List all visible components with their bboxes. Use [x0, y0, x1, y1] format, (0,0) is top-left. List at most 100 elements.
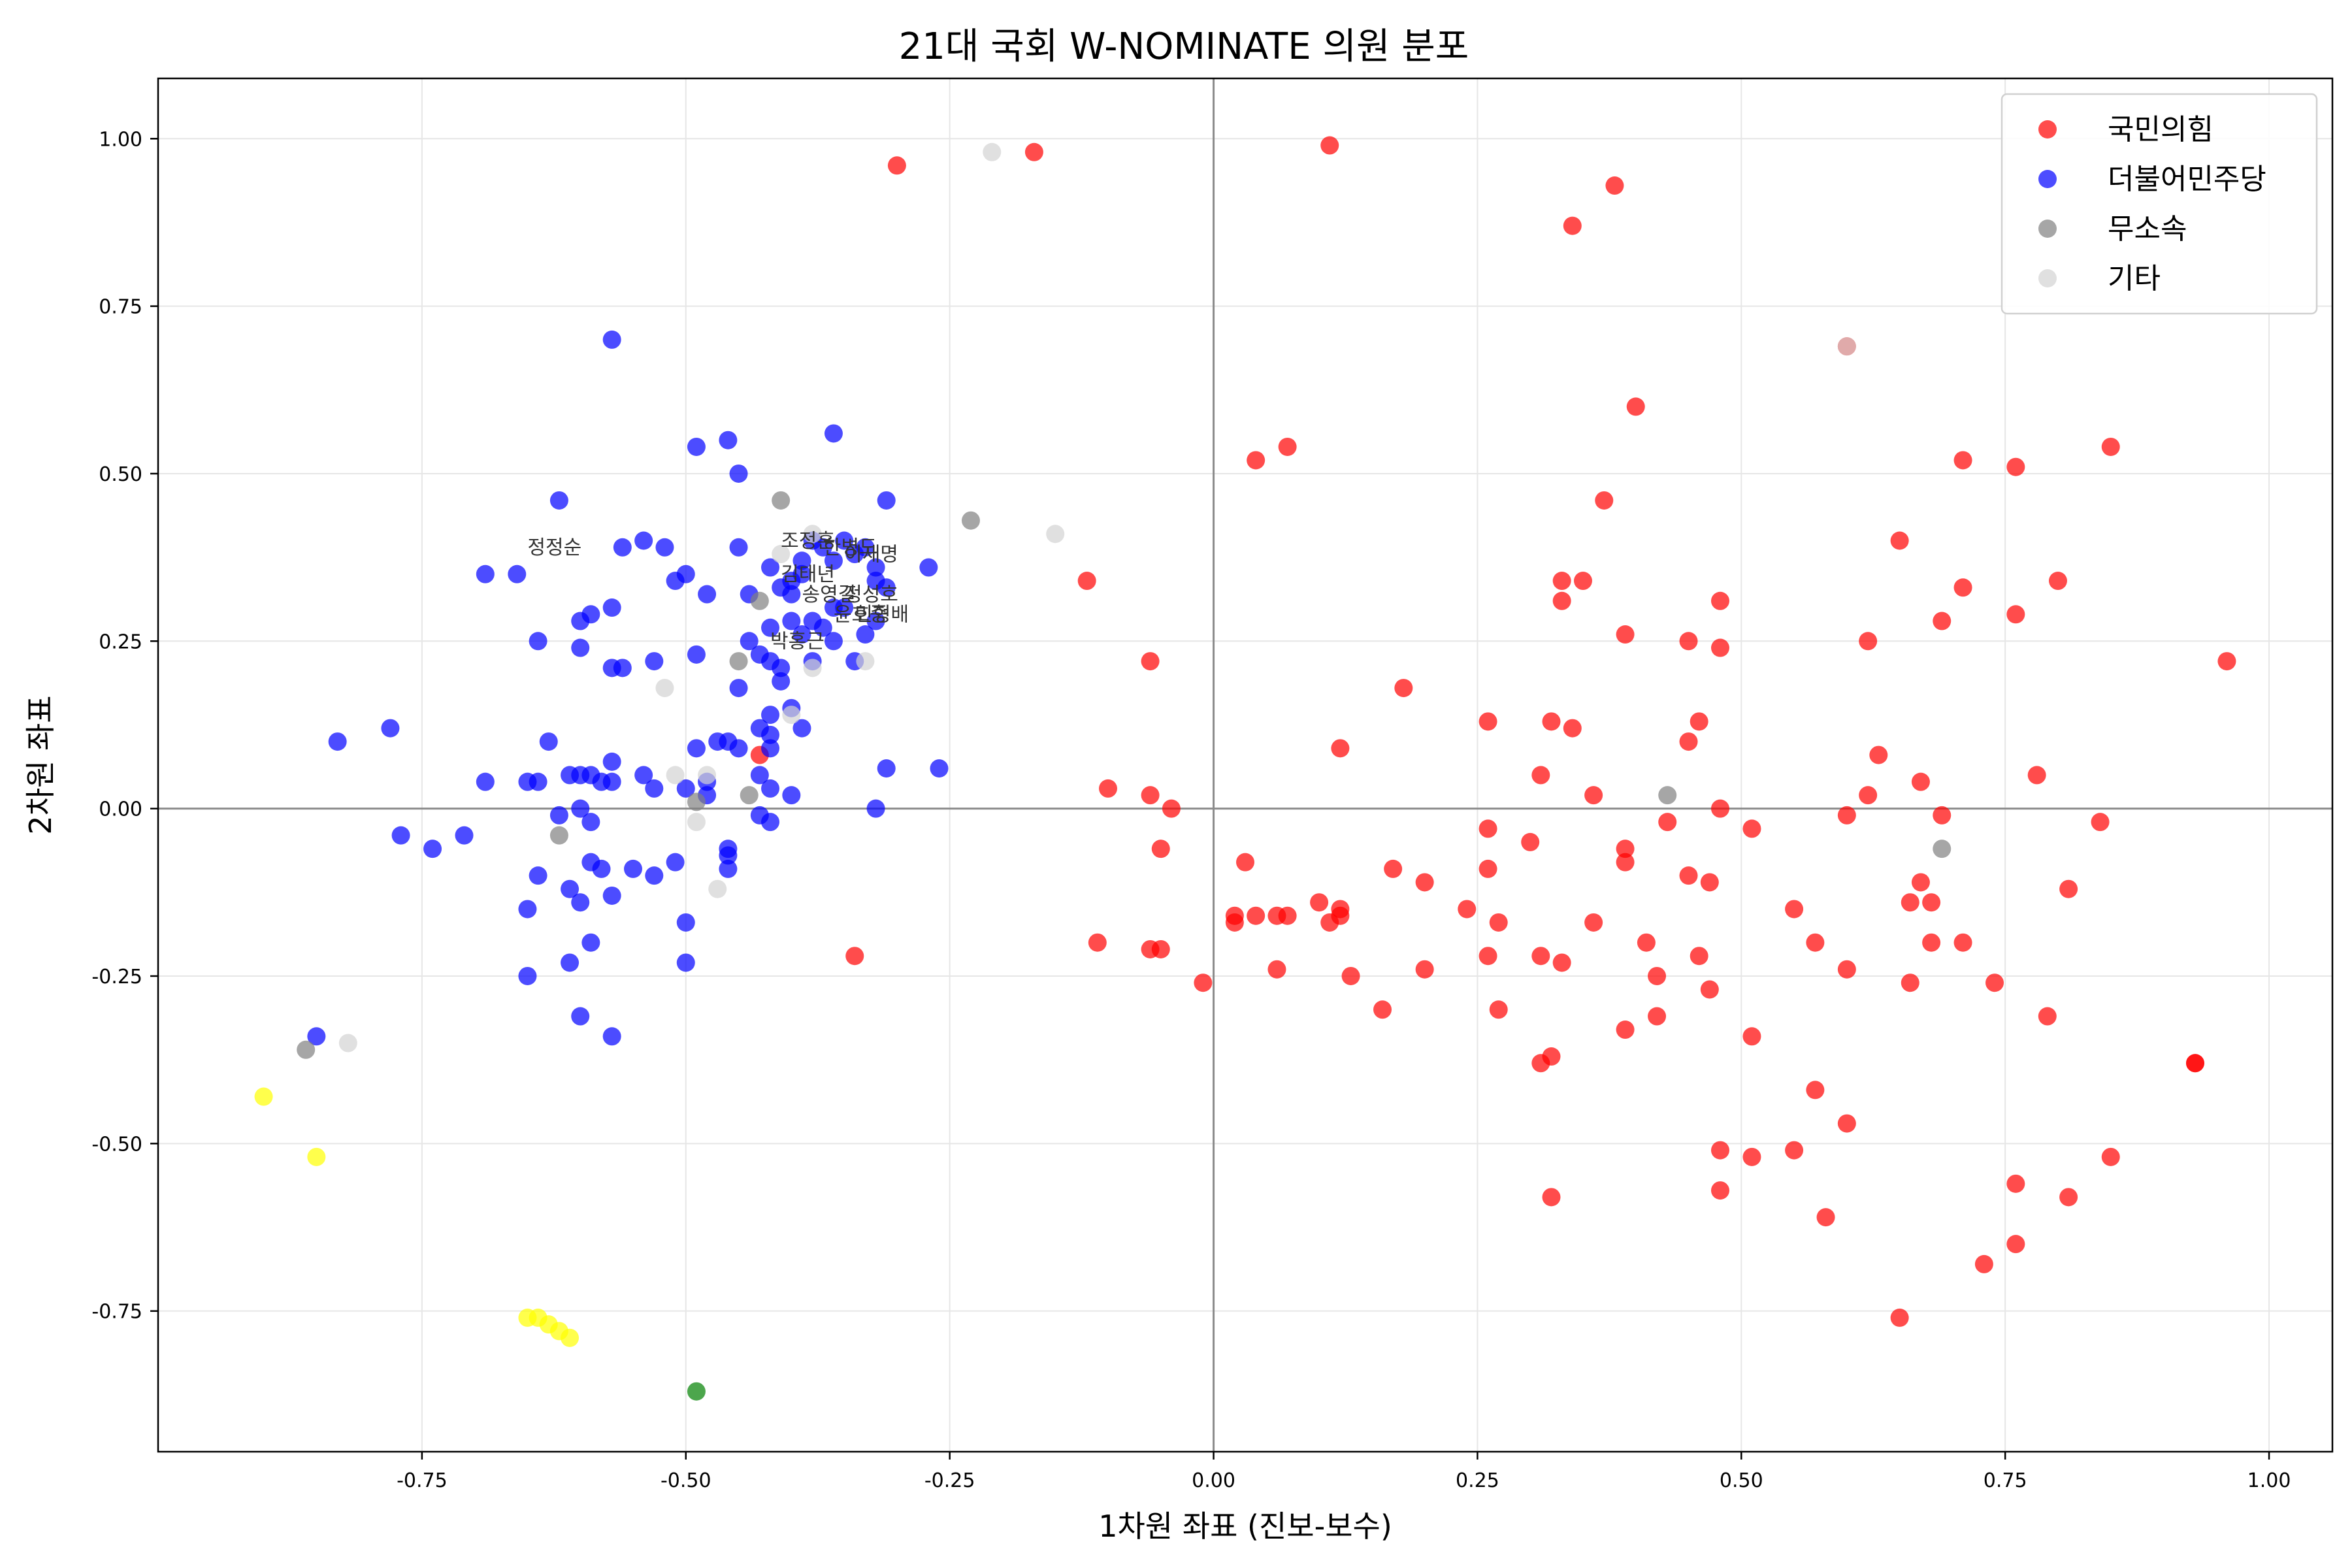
- data-point: [529, 866, 547, 885]
- data-point: [1911, 772, 1930, 791]
- data-point: [1563, 719, 1582, 738]
- data-point: [866, 558, 885, 577]
- data-point: [2059, 1188, 2078, 1207]
- data-point: [529, 772, 547, 791]
- data-point: [1922, 933, 1941, 952]
- data-point: [1552, 591, 1571, 610]
- data-point: [1859, 786, 1878, 805]
- data-point: [1236, 853, 1254, 872]
- data-point: [1974, 1254, 1993, 1273]
- data-point: [676, 913, 695, 932]
- data-point: [729, 464, 748, 483]
- data-point: [1742, 819, 1761, 838]
- data-point: [2059, 879, 2078, 898]
- data-point: [1267, 960, 1286, 979]
- data-point: [1785, 900, 1804, 919]
- data-point: [602, 1027, 621, 1046]
- data-point: [772, 545, 791, 564]
- legend-marker: [2038, 220, 2057, 238]
- data-point: [307, 1027, 326, 1046]
- legend-marker: [2038, 120, 2057, 139]
- data-point: [1710, 1141, 1729, 1160]
- data-point: [571, 638, 590, 657]
- data-point: [1616, 840, 1635, 858]
- data-point: [1489, 1000, 1508, 1019]
- data-point: [1489, 913, 1508, 932]
- data-point: [835, 531, 854, 550]
- data-point: [687, 645, 706, 664]
- data-point: [1953, 578, 1972, 597]
- data-point: [602, 752, 621, 771]
- data-point: [1415, 960, 1434, 979]
- data-point: [1310, 893, 1329, 912]
- data-point: [1911, 873, 1930, 892]
- x-tick-label: -0.25: [924, 1469, 975, 1492]
- data-point: [1690, 947, 1708, 966]
- data-point: [634, 766, 653, 785]
- data-point: [645, 779, 664, 798]
- data-point: [561, 879, 580, 898]
- data-point: [655, 538, 674, 557]
- data-point: [2027, 766, 2046, 785]
- data-point: [529, 632, 547, 651]
- data-point: [856, 652, 875, 671]
- data-point: [1098, 779, 1117, 798]
- data-point: [602, 886, 621, 905]
- y-tick-label: 0.00: [99, 798, 142, 821]
- data-point: [613, 659, 632, 678]
- data-point: [602, 772, 621, 791]
- data-point: [1648, 1007, 1667, 1026]
- data-point: [782, 706, 801, 725]
- data-point: [1278, 437, 1297, 456]
- x-tick-label: 0.50: [1720, 1469, 1763, 1492]
- data-point: [1415, 873, 1434, 892]
- y-tick-label: -0.50: [91, 1133, 142, 1156]
- plot-frame: [157, 77, 2334, 1453]
- data-point: [581, 813, 600, 832]
- data-point: [676, 953, 695, 972]
- data-point: [1373, 1000, 1392, 1019]
- data-point: [1584, 913, 1603, 932]
- x-tick-label: 1.00: [2247, 1469, 2291, 1492]
- data-point: [1985, 973, 2004, 992]
- data-point: [1478, 859, 1497, 878]
- data-point: [634, 531, 653, 550]
- data-point: [1458, 900, 1477, 919]
- data-point: [824, 598, 843, 617]
- data-point: [508, 564, 527, 583]
- data-point: [772, 578, 791, 597]
- data-point: [1837, 1114, 1856, 1133]
- data-point: [1700, 980, 1719, 999]
- data-point: [1478, 819, 1497, 838]
- data-point: [1690, 712, 1708, 731]
- data-point: [1922, 893, 1941, 912]
- legend-label: 기타: [2108, 262, 2161, 295]
- data-point: [613, 538, 632, 557]
- data-point: [571, 799, 590, 818]
- data-point: [1162, 799, 1181, 818]
- data-point: [1552, 572, 1571, 591]
- reference-lines: [158, 78, 2332, 1452]
- legend-label: 국민의힘: [2108, 113, 2213, 146]
- data-point: [2048, 572, 2067, 591]
- data-point: [729, 538, 748, 557]
- data-point: [1710, 799, 1729, 818]
- data-point: [1837, 806, 1856, 825]
- y-tick-label: -0.25: [91, 966, 142, 988]
- data-point: [2091, 813, 2110, 832]
- data-point: [581, 766, 600, 785]
- data-point: [1141, 786, 1160, 805]
- data-point: [1648, 966, 1667, 985]
- data-point: [1933, 806, 1952, 825]
- data-point: [772, 491, 791, 510]
- data-point: [856, 625, 875, 644]
- data-point: [338, 1034, 357, 1053]
- data-point: [961, 511, 980, 530]
- data-point: [1542, 1188, 1561, 1207]
- data-point: [761, 706, 780, 725]
- data-point: [856, 538, 875, 557]
- data-point: [719, 431, 738, 449]
- point-annotation: 정성호: [844, 583, 898, 606]
